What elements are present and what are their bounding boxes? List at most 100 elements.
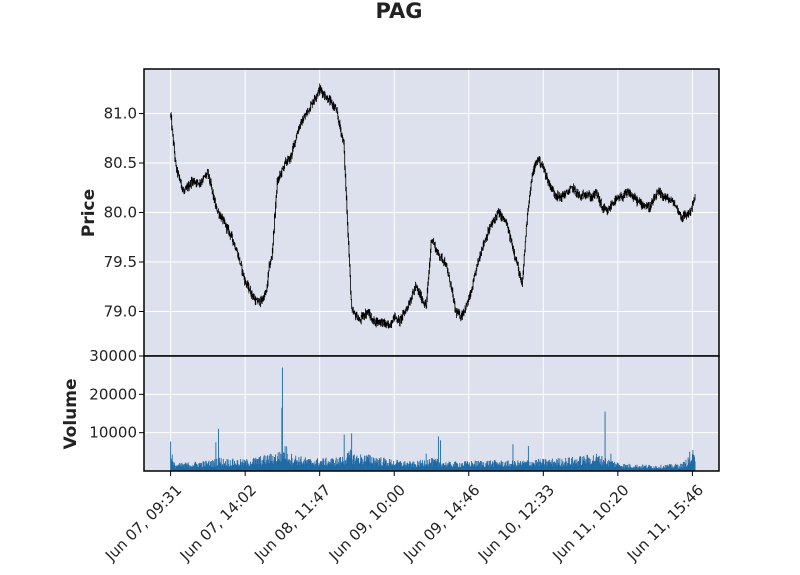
volume-bar [631,467,633,471]
volume-bar [667,467,669,471]
volume-bar [303,459,305,471]
volume-bar [443,463,445,471]
volume-bar [566,461,568,471]
volume-bar [194,463,196,471]
volume-bar [639,466,641,471]
volume-bar [213,461,215,471]
volume-bar [497,464,498,471]
volume-bar [488,466,490,471]
volume-bar [517,460,519,471]
volume-bar [216,458,218,471]
volume-bar [632,467,634,471]
volume-bar [313,464,315,471]
volume-bar [301,461,303,471]
volume-bar [224,462,226,471]
volume-bar [485,463,487,471]
volume-bar [321,461,323,471]
volume-bar [657,468,659,471]
volume-bar [672,467,674,471]
volume-bar [338,463,340,471]
volume-bar [360,454,362,471]
volume-bar [596,457,598,471]
volume-bar [345,460,347,471]
volume-bar [597,456,599,471]
volume-bar [236,464,238,471]
volume-bar [170,441,172,471]
volume-bar [289,462,291,471]
volume-bar [306,459,308,471]
volume-bar [243,462,245,471]
volume-bar [357,458,359,471]
volume-bar [305,460,307,471]
volume-bar [539,459,541,471]
volume-bar [689,451,691,471]
volume-bar [363,455,365,471]
x-tick-label: Jun 08, 11:47 [250,481,334,565]
volume-bar [560,463,562,471]
volume-bar [649,466,651,471]
volume-bar [501,461,503,471]
volume-bar [519,460,521,471]
volume-bar [447,463,449,471]
volume-bar [606,463,608,471]
volume-bar [462,466,464,471]
volume-bar [525,463,527,471]
price-y-axis: 79.0 79.5 80.0 80.5 81.0 [104,105,144,320]
volume-bar [617,463,619,471]
volume-bar [287,461,289,471]
volume-bar [515,467,517,471]
volume-bar [468,464,470,471]
volume-bar [555,462,557,471]
volume-bar [399,461,401,471]
x-tick-label: Jun 09, 10:00 [325,481,409,565]
volume-bar [412,467,414,471]
volume-bar [319,461,321,471]
volume-bar [411,463,413,471]
volume-bar [459,466,461,471]
volume-bar [328,462,330,471]
volume-bar [469,466,471,471]
volume-bar [420,463,422,471]
volume-bar [177,465,179,471]
volume-bar [437,460,439,471]
volume-bar [281,367,283,471]
volume-bar [663,465,665,471]
volume-bar [694,461,696,471]
volume-bar [254,458,256,471]
volume-bar [331,458,333,471]
volume-bar [637,467,639,471]
volume-bar [666,465,668,471]
volume-bar [221,464,223,471]
volume-bar [386,462,388,471]
volume-bar [228,466,230,471]
volume-bar [663,467,665,471]
volume-bar [518,464,520,471]
chart-title: PAG [376,0,423,23]
volume-bar [211,466,213,471]
volume-bar [502,466,504,471]
volume-bar [291,453,292,471]
volume-bar [610,453,612,471]
volume-bar [611,461,612,471]
volume-bar [481,461,482,471]
volume-bar [297,465,299,471]
volume-bar [259,457,260,471]
volume-bar [270,454,272,471]
volume-bar [570,464,572,471]
volume-bar [353,456,355,471]
volume-bar [232,465,234,471]
volume-tick-label: 30000 [89,347,137,365]
volume-bar [474,460,476,471]
volume-bar [625,465,627,471]
volume-bar [453,461,455,471]
volume-bar [250,461,251,471]
volume-bar [689,461,691,471]
volume-bar [384,459,386,471]
volume-bar [593,460,595,471]
volume-bar [687,457,689,471]
volume-bar [311,464,313,471]
volume-bar [573,462,575,471]
volume-bar [421,460,423,471]
volume-bar [272,456,274,471]
volume-bar [634,468,636,471]
